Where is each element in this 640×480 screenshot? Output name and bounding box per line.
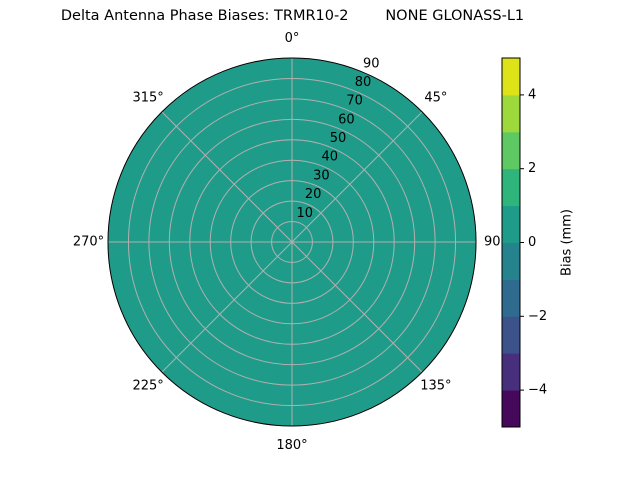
polar-frame	[107, 57, 477, 427]
radial-tick-label: 20	[305, 187, 322, 202]
radial-tick-label: 10	[297, 206, 314, 221]
radial-tick-label: 70	[346, 94, 363, 109]
chart-title: Delta Antenna Phase Biases: TRMR10-2 NON…	[60, 8, 525, 24]
colorbar-band	[502, 242, 520, 280]
colorbar-band	[502, 168, 520, 207]
radial-tick-label: 50	[330, 131, 347, 146]
azimuth-gridline	[161, 111, 293, 243]
azimuth-tick-label: 180°	[276, 438, 307, 453]
colorbar-band	[502, 316, 520, 354]
azimuth-gridline	[291, 111, 423, 243]
radial-tick-label: 60	[338, 112, 355, 127]
radial-tick-label: 80	[355, 75, 372, 90]
colorbar-tick-label: 0	[528, 235, 536, 250]
colorbar-band	[502, 205, 520, 243]
azimuth-tick-label: 45°	[424, 91, 447, 106]
azimuth-tick-label: 135°	[420, 378, 451, 393]
colorbar-band	[502, 58, 520, 96]
colorbar-label: Bias (mm)	[560, 209, 575, 276]
colorbar-band	[502, 353, 520, 391]
colorbar-band	[502, 390, 520, 428]
azimuth-tick-label: 225°	[132, 378, 163, 393]
colorbar-band	[502, 279, 520, 317]
azimuth-tick-label: 270°	[73, 235, 104, 250]
azimuth-tick-label: 0°	[285, 31, 300, 46]
colorbar-tick-label: −4	[528, 383, 547, 398]
colorbar-band	[502, 131, 520, 170]
radial-tick-label: 90	[363, 56, 380, 71]
radial-tick-label: 30	[313, 168, 330, 183]
colorbar-tick-label: 4	[528, 87, 536, 102]
colorbar-tick-label: −2	[528, 309, 547, 324]
azimuth-gridline	[291, 241, 423, 373]
azimuth-gridline	[161, 241, 293, 373]
colorbar-tick-label: 2	[528, 161, 536, 176]
colorbar-band	[502, 94, 520, 133]
radial-tick-label: 40	[321, 150, 338, 165]
azimuth-tick-label: 90°	[484, 235, 507, 250]
azimuth-tick-label: 315°	[132, 91, 163, 106]
